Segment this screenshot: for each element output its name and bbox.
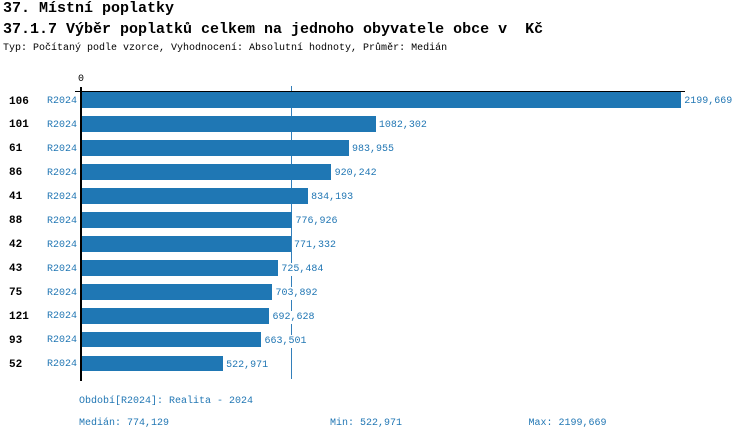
- category-label: 41: [9, 191, 23, 204]
- report-title: 37. Místní poplatky: [3, 0, 175, 17]
- series-label: R2024: [47, 359, 78, 371]
- x-axis-zero-tick-label: 0: [77, 74, 84, 85]
- y-axis-line: [80, 87, 82, 381]
- bar: [82, 307, 270, 324]
- series-label: R2024: [47, 335, 78, 347]
- stat-max: Max: 2199,669: [528, 417, 607, 429]
- report-meta: Typ: Počítaný podle vzorce, Vyhodnocení:…: [3, 42, 448, 54]
- value-label: 663,501: [263, 334, 308, 348]
- stat-median: Medián: 774,129: [79, 417, 170, 429]
- bar: [82, 140, 349, 156]
- category-label: 86: [9, 167, 23, 180]
- category-label: 93: [9, 335, 23, 347]
- series-label: R2024: [47, 119, 78, 131]
- category-label: 121: [9, 311, 29, 324]
- series-label: R2024: [47, 239, 78, 251]
- bar: [82, 92, 681, 108]
- stat-min: Min: 522,971: [330, 417, 403, 429]
- category-label: 52: [9, 358, 23, 371]
- bar: [82, 188, 308, 204]
- category-label: 43: [9, 263, 23, 276]
- series-label: R2024: [47, 287, 78, 299]
- category-label: 42: [9, 239, 23, 252]
- category-label: 75: [9, 287, 23, 300]
- category-label: 88: [9, 215, 23, 228]
- category-label: 61: [9, 143, 23, 156]
- value-label: 1082,302: [377, 119, 428, 133]
- category-label: 106: [9, 95, 29, 108]
- bar: [82, 283, 273, 300]
- category-label: 101: [9, 119, 29, 132]
- bar: [82, 355, 223, 372]
- value-label: 920,242: [333, 167, 378, 181]
- series-label: R2024: [47, 167, 78, 179]
- bar: [82, 236, 291, 252]
- series-label: R2024: [47, 311, 78, 323]
- value-label: 522,971: [225, 358, 270, 372]
- median-line: [290, 86, 292, 379]
- series-label: R2024: [47, 215, 78, 227]
- x-axis-line: [75, 91, 685, 93]
- value-label: 834,193: [310, 191, 355, 205]
- value-label: 692,628: [271, 310, 316, 324]
- series-label: R2024: [47, 191, 78, 203]
- report-subtitle: 37.1.7 Výběr poplatků celkem na jednoho …: [3, 21, 544, 38]
- legend-period: Období[R2024]: Realita - 2024: [79, 396, 254, 407]
- value-label: 983,955: [351, 143, 396, 157]
- series-label: R2024: [47, 263, 78, 275]
- value-label: 2199,669: [683, 95, 734, 109]
- bar: [82, 331, 262, 348]
- bar: [82, 164, 332, 180]
- bar: [82, 212, 293, 228]
- bar: [82, 116, 376, 132]
- value-label: 776,926: [294, 215, 339, 229]
- value-label: 771,332: [292, 239, 337, 252]
- series-label: R2024: [47, 143, 78, 155]
- value-label: 725,484: [280, 262, 325, 276]
- series-label: R2024: [47, 95, 78, 107]
- bar: [82, 259, 279, 276]
- value-label: 703,892: [274, 286, 319, 300]
